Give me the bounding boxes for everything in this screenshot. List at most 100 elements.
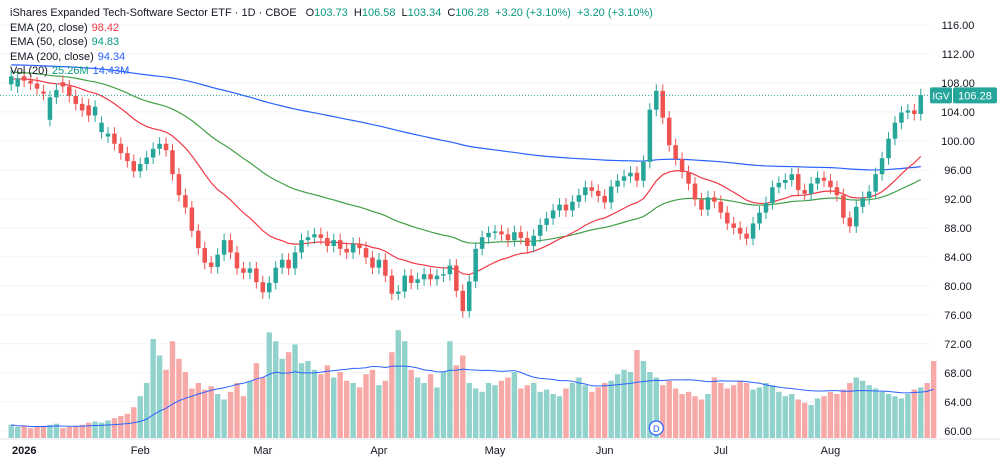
- candle-body: [744, 233, 749, 239]
- volume-bar: [769, 385, 776, 438]
- high-value: 106.58: [361, 7, 396, 19]
- candle-body: [860, 198, 865, 207]
- candle-body: [286, 259, 291, 269]
- volume-bar: [827, 391, 834, 438]
- volume-bar: [472, 388, 479, 438]
- volume-bar: [79, 424, 85, 438]
- candle: [537, 218, 543, 243]
- candle-body: [583, 187, 588, 196]
- volume-bar: [737, 380, 743, 438]
- candle: [396, 285, 401, 301]
- volume-bar: [730, 385, 737, 438]
- candle: [421, 267, 427, 286]
- candle: [247, 261, 253, 280]
- ema50-legend[interactable]: EMA (50, close) 94.83: [10, 35, 653, 50]
- candle-body: [518, 232, 524, 238]
- candle-body: [525, 237, 530, 246]
- y-axis-tick-label: 96.00: [944, 165, 972, 177]
- candle: [189, 200, 195, 238]
- candle-body: [712, 197, 717, 202]
- dividend-icon[interactable]: D: [648, 420, 664, 436]
- volume-bar: [163, 369, 169, 438]
- volume-bar: [421, 383, 427, 438]
- candle-body: [692, 183, 698, 200]
- candle: [241, 261, 246, 280]
- candle-body: [499, 231, 504, 235]
- candle-body: [815, 177, 820, 184]
- open-value: 103.73: [314, 7, 348, 19]
- candle-body: [892, 122, 898, 139]
- candle-body: [350, 243, 356, 253]
- volume-bar: [801, 402, 808, 438]
- volume-bar: [563, 388, 569, 438]
- y-axis-tick-label: 88.00: [944, 223, 972, 235]
- volume-legend[interactable]: Vol (20) 25.26M 14.43M: [10, 64, 653, 79]
- candle-body: [325, 237, 330, 246]
- candle: [8, 69, 14, 91]
- candle: [544, 211, 549, 232]
- ema200-legend[interactable]: EMA (200, close) 94.34: [10, 50, 653, 65]
- candle: [886, 132, 891, 165]
- volume-bar: [743, 383, 750, 438]
- candle-body: [905, 110, 911, 113]
- candle: [454, 258, 459, 298]
- volume-bar: [447, 341, 453, 438]
- candle: [789, 167, 795, 187]
- candle-body: [363, 248, 369, 258]
- volume-bar: [227, 391, 234, 438]
- candle-body: [899, 112, 904, 123]
- candle-body: [795, 174, 801, 191]
- candle: [718, 195, 724, 220]
- symbol-tag: [930, 87, 952, 104]
- candle: [137, 157, 143, 178]
- volume-bar: [479, 391, 485, 438]
- candle-body: [370, 257, 375, 268]
- candle-body: [67, 86, 72, 96]
- candle-body: [241, 268, 246, 273]
- candle: [408, 269, 414, 290]
- candle-body: [757, 212, 762, 224]
- ema200-value: 94.34: [97, 50, 126, 63]
- candle: [795, 167, 801, 197]
- volume-bar: [260, 377, 266, 438]
- candle-body: [705, 197, 711, 210]
- candle: [905, 103, 911, 120]
- ema20-line: [11, 78, 922, 276]
- volume-bar: [331, 377, 337, 438]
- symbol-tag-text: IGV: [932, 91, 950, 102]
- low-value: 103.34: [407, 7, 442, 19]
- candle: [912, 103, 917, 121]
- volume-bar: [137, 396, 143, 438]
- candle-body: [873, 174, 878, 192]
- volume-bar: [298, 363, 305, 438]
- candle: [525, 231, 530, 253]
- candle: [131, 154, 137, 178]
- volume-bar: [814, 398, 821, 438]
- candle: [770, 180, 775, 210]
- candle: [486, 226, 491, 244]
- volume-bar: [434, 387, 440, 438]
- candle: [589, 180, 595, 198]
- candle-body: [918, 95, 924, 115]
- volume-bar: [653, 377, 660, 438]
- y-axis-tick-label: 112.00: [942, 49, 975, 61]
- candle: [105, 127, 111, 144]
- candle: [692, 177, 698, 207]
- candle: [821, 171, 827, 188]
- candle: [608, 179, 614, 209]
- volume-bar: [621, 369, 627, 438]
- volume-bar: [498, 380, 505, 438]
- candle: [595, 184, 601, 203]
- volume-bar: [8, 424, 14, 438]
- volume-bar: [40, 425, 47, 438]
- candle-body: [802, 190, 807, 194]
- dividend-label: D: [653, 424, 660, 434]
- candle: [441, 267, 446, 283]
- ema20-legend[interactable]: EMA (20, close) 98.42: [10, 21, 653, 36]
- volume-bar: [679, 394, 685, 438]
- candle: [654, 84, 659, 117]
- candle: [505, 227, 511, 247]
- volume-bar: [376, 385, 382, 438]
- volume-bar: [169, 341, 176, 438]
